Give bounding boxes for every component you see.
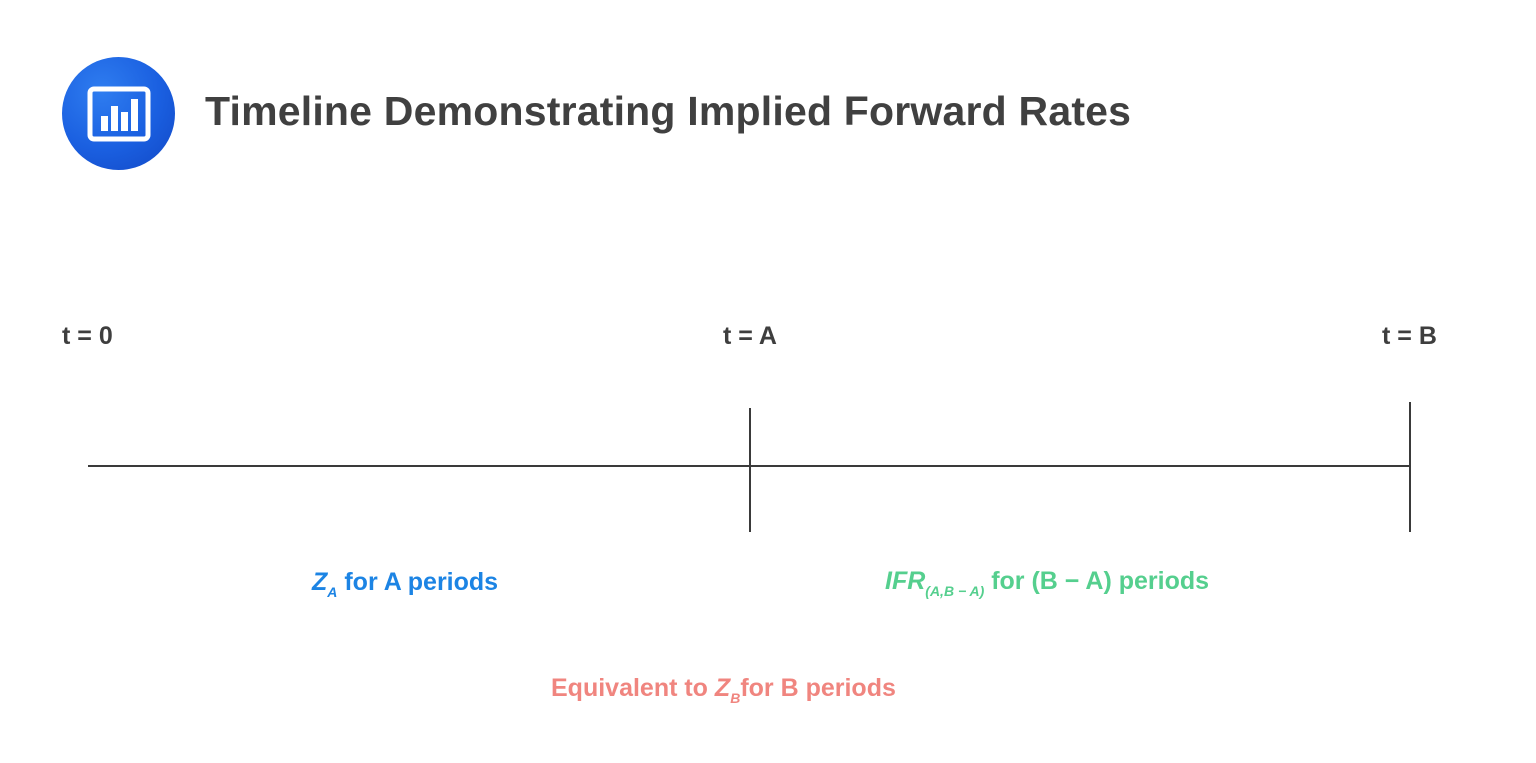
symbol-ifr: IFR bbox=[885, 567, 926, 595]
segment-label-spot-a: ZA for A periods bbox=[312, 568, 499, 600]
page-title: Timeline Demonstrating Implied Forward R… bbox=[205, 88, 1132, 134]
logo-badge bbox=[62, 57, 175, 170]
tick-label-t0: t = 0 bbox=[62, 322, 113, 350]
segment-text: for A periods bbox=[337, 568, 499, 596]
segment-text: for (B − A) periods bbox=[984, 567, 1210, 595]
tick-label-tb: t = B bbox=[1382, 322, 1437, 350]
symbol-z: Z bbox=[312, 568, 328, 596]
subscript-a: A bbox=[327, 584, 338, 600]
symbol-z: Z bbox=[714, 674, 731, 702]
equivalence-prefix: Equivalent to bbox=[551, 674, 715, 702]
subscript-b: B bbox=[730, 690, 741, 706]
bar-chart-icon bbox=[87, 86, 150, 141]
tick-label-ta: t = A bbox=[723, 322, 777, 350]
equivalence-text: for B periods bbox=[740, 674, 896, 702]
equivalence-label: Equivalent to ZBfor B periods bbox=[551, 674, 896, 706]
segment-label-forward: IFR(A,B − A) for (B − A) periods bbox=[885, 567, 1210, 599]
subscript-ab: (A,B − A) bbox=[925, 583, 985, 599]
